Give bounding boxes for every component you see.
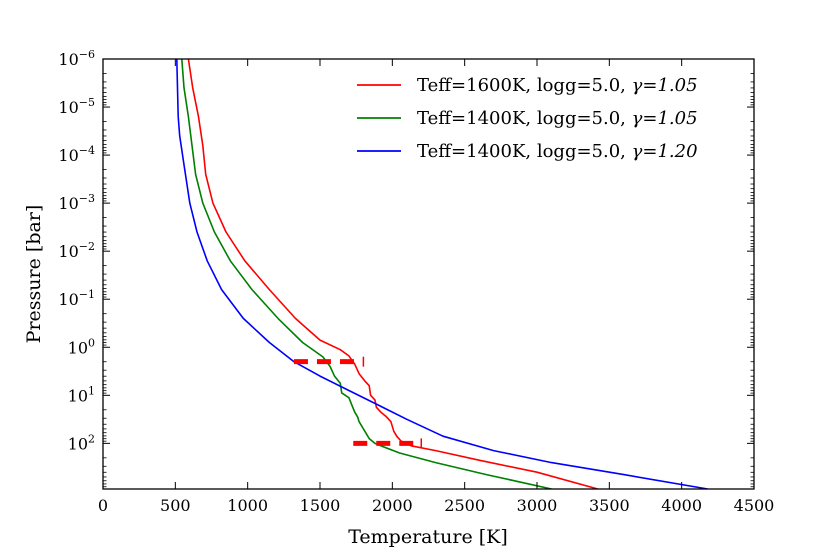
x-tick-label: 3500 — [589, 496, 630, 515]
y-tick-label: 102 — [68, 432, 95, 453]
x-tick-label: 2000 — [372, 496, 413, 515]
y-tick-label: 10−4 — [58, 144, 95, 165]
x-tick-label: 4000 — [661, 496, 702, 515]
y-axis-ticks: 10−6 10−5 10−4 10−3 10−2 10−1 100 101 102 — [58, 48, 754, 488]
y-tick-label: 100 — [68, 336, 95, 357]
x-tick-label: 1500 — [300, 496, 341, 515]
series-line-3 — [176, 59, 708, 489]
legend-label-3: Teff=1400K, logg=5.0, γ=1.20 — [417, 141, 698, 162]
x-axis-label: Temperature [K] — [348, 526, 508, 548]
y-tick-label: 10−1 — [58, 288, 95, 309]
legend-label-2: Teff=1400K, logg=5.0, γ=1.05 — [417, 108, 698, 129]
y-tick-label: 10−6 — [58, 48, 95, 69]
y-axis-label: Pressure [bar] — [23, 205, 45, 344]
legend-label-1: Teff=1600K, logg=5.0, γ=1.05 — [417, 75, 698, 96]
x-tick-label: 1000 — [227, 496, 268, 515]
x-axis-ticks: 0 500 1000 1500 2000 2500 3000 3500 4000 4500 — [98, 59, 774, 515]
x-tick-label: 4500 — [734, 496, 775, 515]
legend: Teff=1600K, logg=5.0, γ=1.05 Teff=1400K, … — [357, 75, 698, 162]
x-tick-label: 2500 — [444, 496, 485, 515]
series-line-2 — [181, 59, 552, 489]
x-tick-label: 0 — [98, 496, 108, 515]
y-tick-label: 10−3 — [58, 192, 95, 213]
marker-group — [293, 356, 423, 449]
x-tick-label: 500 — [160, 496, 191, 515]
x-tick-label: 3000 — [517, 496, 558, 515]
y-tick-label: 10−5 — [58, 96, 95, 117]
y-tick-label: 10−2 — [58, 240, 95, 261]
y-tick-label: 101 — [68, 384, 95, 405]
